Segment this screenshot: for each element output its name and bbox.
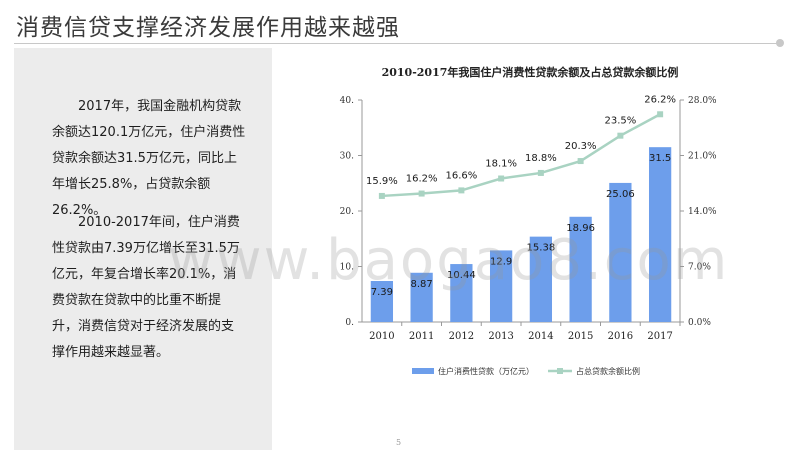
x-tick-label: 2015 <box>568 331 593 342</box>
chart-title: 2010-2017年我国住户消费性贷款余额及占总贷款余额比例 <box>381 66 679 79</box>
text-panel <box>14 48 272 450</box>
line-value-label: 23.5% <box>604 116 636 127</box>
legend-swatch-bars <box>412 368 434 374</box>
bar <box>410 272 433 322</box>
bar-value-label: 25.06 <box>606 189 635 200</box>
x-tick-label: 2011 <box>409 331 434 342</box>
x-tick-label: 2010 <box>369 331 394 342</box>
y-tick-label-left: 10. <box>340 263 354 273</box>
bar-value-label: 8.87 <box>410 279 432 290</box>
line-value-label: 15.9% <box>366 176 398 187</box>
y-tick-label-left: 30. <box>340 152 354 162</box>
bar-value-label: 15.38 <box>527 243 556 254</box>
line-value-label: 26.2% <box>644 94 676 105</box>
bar-value-label: 18.96 <box>566 223 595 234</box>
line-point <box>577 158 584 165</box>
bar <box>450 264 473 322</box>
bar-value-label: 12.9 <box>490 256 512 267</box>
line-value-label: 20.3% <box>565 141 597 152</box>
line-point <box>617 132 624 139</box>
x-tick-label: 2014 <box>528 331 553 342</box>
bar <box>569 216 592 322</box>
x-tick-label: 2016 <box>608 331 633 342</box>
legend-label-bars: 住户消费性贷款（万亿元） <box>438 366 534 376</box>
y-tick-label-left: 0. <box>345 318 354 328</box>
bar-value-label: 7.39 <box>371 287 393 298</box>
line-point <box>537 169 544 176</box>
line-point <box>498 175 505 182</box>
title-divider-dot <box>776 39 784 47</box>
title-divider <box>14 43 780 44</box>
y-tick-label-right: 0.0% <box>688 318 711 328</box>
bar <box>648 147 672 322</box>
y-tick-label-right: 14.0% <box>688 207 717 217</box>
y-tick-label-right: 21.0% <box>688 152 717 162</box>
bar-value-label: 31.5 <box>649 153 671 164</box>
y-tick-label-left: 40. <box>340 96 354 106</box>
line-value-label: 18.8% <box>525 153 557 164</box>
paragraph-summary-2017: 2017年，我国金融机构贷款余额达120.1万亿元，住户消费性贷款余额达31.5… <box>52 99 246 218</box>
line-value-label: 16.6% <box>445 170 477 181</box>
line-value-label: 16.2% <box>406 174 438 185</box>
bar <box>609 182 632 322</box>
page-number: 5 <box>396 438 402 447</box>
y-tick-label-left: 20. <box>340 207 354 217</box>
x-tick-label: 2013 <box>488 331 513 342</box>
line-point <box>657 111 664 118</box>
line-point <box>418 190 425 197</box>
line-point <box>378 192 385 199</box>
line-point <box>458 187 465 194</box>
legend-swatch-marker <box>557 368 563 374</box>
bar <box>370 280 394 322</box>
x-tick-label: 2017 <box>647 331 672 342</box>
legend-label-line: 占总贷款余额比例 <box>576 366 640 376</box>
bar-value-label: 10.44 <box>447 270 476 281</box>
y-tick-label-right: 28.0% <box>688 96 717 106</box>
slide-title: 消费信贷支撑经济发展作用越来越强 <box>16 15 400 41</box>
y-tick-label-right: 7.0% <box>688 263 711 273</box>
paragraph-growth-2010-2017: 2010-2017年间，住户消费性贷款由7.39万亿增长至31.5万亿元，年复合… <box>52 215 240 360</box>
ratio-series-line <box>381 113 661 198</box>
line-value-label: 18.1% <box>485 158 517 169</box>
x-tick-label: 2012 <box>449 331 474 342</box>
bar <box>489 250 513 322</box>
bar <box>529 236 553 322</box>
